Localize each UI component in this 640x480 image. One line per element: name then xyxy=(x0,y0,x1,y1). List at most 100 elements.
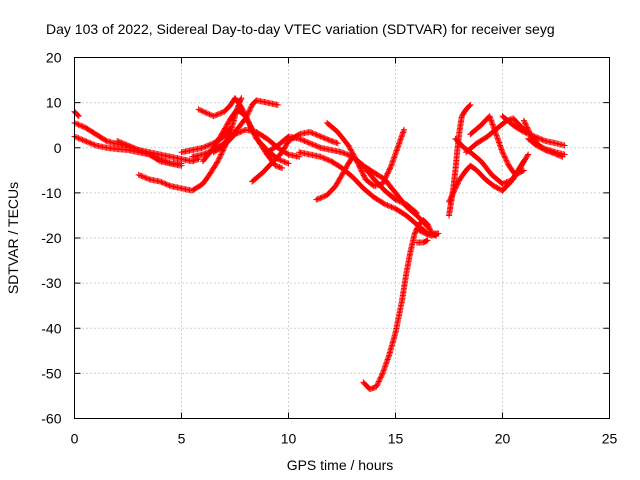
data-point-marker xyxy=(376,377,383,384)
data-point-marker xyxy=(314,132,321,139)
data-point-marker xyxy=(503,158,510,165)
data-point-marker xyxy=(145,175,152,182)
data-point-marker xyxy=(343,150,350,157)
data-point-marker xyxy=(296,135,303,142)
data-point-marker xyxy=(206,111,213,118)
data-point-marker xyxy=(358,167,365,174)
data-point-marker xyxy=(336,176,343,183)
data-point-marker xyxy=(253,134,260,141)
data-point-marker xyxy=(348,147,355,154)
data-point-marker xyxy=(237,128,244,135)
data-point-marker xyxy=(397,198,404,205)
data-point-marker xyxy=(334,179,341,186)
data-point-marker xyxy=(141,149,148,156)
data-point-marker xyxy=(357,164,364,171)
data-point-marker xyxy=(427,226,434,233)
data-point-marker xyxy=(325,157,332,164)
data-point-marker xyxy=(520,159,527,166)
data-point-marker xyxy=(449,192,456,199)
data-point-marker xyxy=(88,140,95,147)
data-point-marker xyxy=(314,196,321,203)
data-point-marker xyxy=(210,113,217,120)
data-point-marker xyxy=(237,96,244,103)
data-point-marker xyxy=(343,163,350,170)
data-point-marker xyxy=(118,139,125,146)
data-point-marker xyxy=(137,147,144,154)
data-point-marker xyxy=(396,198,403,205)
data-point-marker xyxy=(504,178,511,185)
data-points xyxy=(71,95,568,393)
data-point-marker xyxy=(280,158,287,165)
data-point-marker xyxy=(360,172,367,179)
data-point-marker xyxy=(341,166,348,173)
data-point-marker xyxy=(239,105,246,112)
data-point-marker xyxy=(201,144,208,151)
data-point-marker xyxy=(155,157,162,164)
data-point-marker xyxy=(242,113,249,120)
data-point-marker xyxy=(138,148,145,155)
data-point-marker xyxy=(379,180,386,187)
data-point-marker xyxy=(309,130,316,137)
data-point-marker xyxy=(332,183,339,190)
y-tick-label: 20 xyxy=(46,50,62,66)
x-tick-label: 0 xyxy=(71,431,79,447)
x-axis-label: GPS time / hours xyxy=(287,457,394,473)
data-point-marker xyxy=(252,132,259,139)
data-point-marker xyxy=(163,181,170,188)
data-point-marker xyxy=(162,180,169,187)
data-point-marker xyxy=(361,173,368,180)
data-point-marker xyxy=(280,146,287,153)
data-point-marker xyxy=(318,194,325,201)
data-point-marker xyxy=(313,196,320,203)
data-point-marker xyxy=(214,158,221,165)
data-point-marker xyxy=(521,119,528,126)
series-arc-3 xyxy=(114,137,185,167)
data-point-marker xyxy=(525,151,532,158)
data-point-marker xyxy=(130,144,137,151)
series-arc-25 xyxy=(178,124,234,156)
data-point-marker xyxy=(503,179,510,186)
data-point-marker xyxy=(195,106,202,113)
data-point-marker xyxy=(274,101,281,108)
data-point-marker xyxy=(137,172,144,179)
data-point-marker xyxy=(298,136,305,143)
data-point-marker xyxy=(380,200,387,207)
data-point-marker xyxy=(353,158,360,165)
x-tick-label: 15 xyxy=(388,431,404,447)
data-point-marker xyxy=(224,121,231,128)
data-point-marker xyxy=(213,112,220,119)
data-point-marker xyxy=(356,163,363,170)
data-point-marker xyxy=(224,120,231,127)
data-point-marker xyxy=(435,230,442,237)
data-point-marker xyxy=(446,197,453,204)
data-point-marker xyxy=(245,118,252,125)
data-point-marker xyxy=(201,108,208,115)
data-point-marker xyxy=(196,107,203,114)
data-point-marker xyxy=(245,108,252,115)
data-point-marker xyxy=(316,132,323,139)
data-point-marker xyxy=(206,141,213,148)
data-point-marker xyxy=(141,174,148,181)
data-point-marker xyxy=(502,154,509,161)
data-point-marker xyxy=(339,171,345,178)
data-point-marker xyxy=(283,141,290,148)
data-point-marker xyxy=(114,137,121,144)
data-point-marker xyxy=(520,158,527,165)
data-point-marker xyxy=(129,144,136,151)
data-point-marker xyxy=(413,210,420,217)
y-tick-label: -50 xyxy=(41,365,61,381)
data-point-marker xyxy=(318,134,325,141)
data-point-marker xyxy=(86,139,93,146)
chart-title: Day 103 of 2022, Sidereal Day-to-day VTE… xyxy=(46,21,555,37)
data-point-marker xyxy=(123,141,130,148)
series-arc-8 xyxy=(210,126,303,160)
data-point-marker xyxy=(284,150,291,157)
data-point-marker xyxy=(561,142,568,149)
data-point-marker xyxy=(526,128,533,135)
data-point-marker xyxy=(233,130,240,137)
data-point-marker xyxy=(72,134,79,141)
data-point-marker xyxy=(344,151,351,158)
data-point-marker xyxy=(452,184,459,191)
data-point-marker xyxy=(411,230,418,237)
